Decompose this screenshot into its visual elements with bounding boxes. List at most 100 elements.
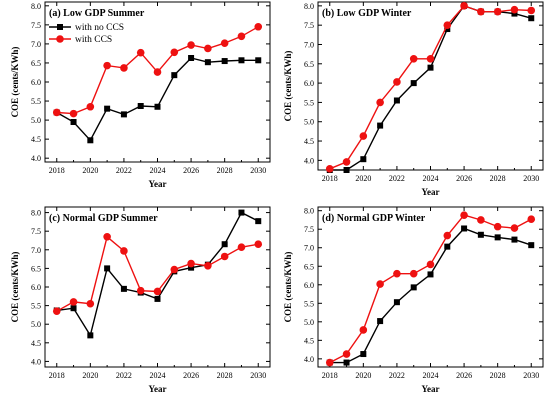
series-line-no-ccs	[56, 211, 259, 338]
data-point-no-ccs	[494, 234, 501, 241]
data-point-ccs	[153, 68, 162, 76]
data-point-ccs	[409, 269, 418, 278]
data-point-no-ccs	[393, 299, 400, 306]
data-point-ccs	[204, 44, 212, 53]
data-point-no-ccs	[360, 156, 367, 163]
x-tick-label: 2022	[116, 166, 132, 175]
data-point-no-ccs	[343, 359, 350, 366]
x-tick-label: 2030	[523, 174, 539, 183]
data-point-no-ccs	[154, 103, 161, 110]
y-tick-label: 7.5	[304, 225, 314, 234]
x-tick-label: 2022	[389, 174, 405, 183]
data-point-ccs	[493, 7, 502, 16]
data-point-ccs	[136, 48, 145, 57]
data-point-no-ccs	[120, 285, 127, 292]
data-point-no-ccs	[343, 167, 350, 173]
data-point-no-ccs	[221, 241, 228, 248]
x-tick-label: 2020	[355, 174, 371, 183]
data-point-ccs	[136, 286, 145, 295]
y-tick-label: 7.0	[31, 246, 41, 255]
x-tick-label: 2030	[250, 166, 266, 175]
x-tick-label: 2022	[116, 371, 132, 380]
x-tick-label: 2030	[523, 371, 539, 380]
data-point-no-ccs	[511, 236, 518, 243]
data-point-no-ccs	[87, 137, 94, 144]
data-point-no-ccs	[410, 80, 417, 87]
series-line-ccs	[329, 5, 532, 170]
data-point-no-ccs	[461, 225, 468, 232]
x-tick-label: 2030	[250, 371, 266, 380]
data-point-no-ccs	[188, 264, 195, 271]
data-point-ccs	[342, 158, 351, 166]
data-point-ccs	[237, 243, 246, 251]
data-point-ccs	[443, 231, 452, 240]
data-point-ccs	[220, 252, 229, 261]
x-tick-label: 2020	[82, 371, 98, 380]
chart-panel-4: 2018 2020 2022 2024 2026 2028 2030 4.0 4.5 5.0 5.5…	[283, 206, 544, 394]
x-tick-label: 2022	[389, 371, 405, 380]
y-tick-label: 5.5	[304, 299, 314, 308]
legend-square-marker	[57, 24, 63, 30]
x-tick-label: 2026	[456, 371, 472, 380]
y-axis-title: COE (cents/KWh)	[10, 47, 20, 118]
data-point-no-ccs	[377, 122, 384, 129]
series-line-no-ccs	[329, 227, 532, 364]
data-point-ccs	[69, 298, 78, 306]
data-point-ccs	[237, 32, 246, 41]
data-point-ccs	[86, 299, 95, 308]
y-tick-label: 4.0	[304, 355, 314, 364]
data-point-no-ccs	[104, 105, 111, 112]
data-point-ccs	[393, 269, 401, 278]
data-point-no-ccs	[444, 243, 451, 250]
data-point-no-ccs	[171, 72, 178, 79]
panel-title: (c) Normal GDP Summer	[49, 213, 158, 224]
y-axis-title: COE (cents/KWh)	[283, 51, 293, 122]
y-tick-label: 4.5	[304, 137, 314, 146]
data-point-ccs	[510, 224, 519, 232]
data-point-ccs	[443, 21, 452, 29]
data-point-ccs	[120, 64, 128, 72]
data-point-no-ccs	[87, 332, 94, 339]
x-axis-title: Year	[422, 384, 440, 394]
data-point-no-ccs	[393, 97, 400, 104]
data-point-no-ccs	[154, 295, 161, 302]
data-point-no-ccs	[511, 10, 518, 17]
y-tick-label: 5.0	[31, 320, 41, 329]
data-point-ccs	[325, 165, 334, 173]
plot-frame	[317, 206, 544, 368]
x-tick-label: 2024	[423, 174, 439, 183]
data-point-ccs	[493, 222, 502, 231]
y-tick-label: 6.5	[31, 59, 41, 68]
data-point-no-ccs	[204, 59, 211, 66]
x-tick-label: 2024	[150, 371, 166, 380]
y-tick-label: 4.5	[304, 336, 314, 345]
data-point-ccs	[153, 287, 162, 296]
chart-panel-2: 2018 2020 2022 2024 2026 2028 2030 4.0 4.5 5.0 5.5…	[283, 1, 544, 197]
data-point-no-ccs	[528, 15, 535, 22]
y-tick-label: 8.0	[31, 209, 41, 218]
y-tick-label: 6.0	[31, 78, 41, 87]
data-point-ccs	[220, 39, 229, 47]
y-tick-label: 7.0	[31, 40, 41, 49]
x-tick-label: 2018	[322, 174, 338, 183]
y-tick-label: 5.0	[31, 116, 41, 125]
legend-label: with CCS	[75, 35, 112, 45]
x-axis-title: Year	[422, 187, 440, 197]
data-point-no-ccs	[255, 57, 262, 64]
x-tick-label: 2028	[217, 166, 233, 175]
chart-panel-1: 2018 2020 2022 2024 2026 2028 2030 4.0 4.5 5.0 5.5…	[10, 1, 271, 189]
data-point-ccs	[187, 259, 195, 268]
data-point-no-ccs	[70, 119, 77, 125]
data-point-ccs	[52, 307, 61, 315]
x-tick-label: 2024	[423, 371, 439, 380]
y-tick-label: 6.0	[31, 283, 41, 292]
data-point-ccs	[69, 109, 78, 118]
data-point-ccs	[254, 240, 263, 249]
y-tick-label: 8.0	[304, 2, 314, 11]
data-point-no-ccs	[427, 271, 434, 278]
series-line-no-ccs	[329, 5, 532, 171]
x-tick-label: 2020	[82, 166, 98, 175]
x-tick-label: 2018	[322, 371, 338, 380]
y-tick-label: 4.0	[31, 154, 41, 163]
y-tick-label: 5.5	[31, 302, 41, 311]
